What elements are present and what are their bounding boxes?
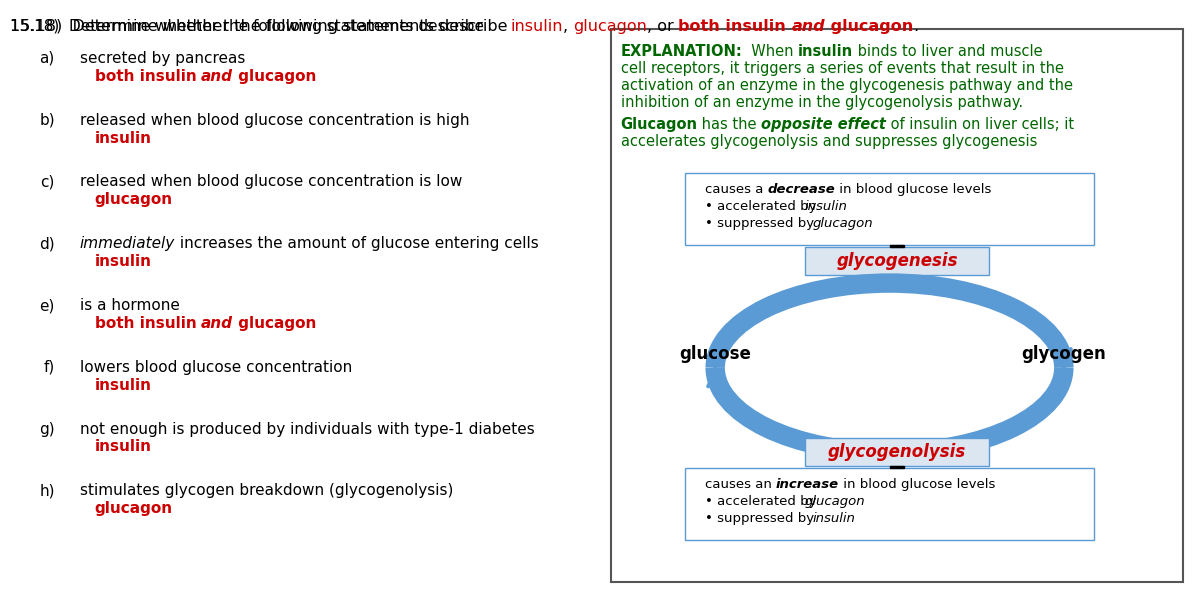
Text: glucagon: glucagon	[824, 19, 913, 34]
Text: increase: increase	[776, 478, 839, 491]
Text: secreted by pancreas: secreted by pancreas	[79, 51, 245, 66]
Text: glycogenesis: glycogenesis	[836, 252, 958, 270]
Text: EXPLANATION:: EXPLANATION:	[620, 44, 743, 59]
Text: • suppressed by: • suppressed by	[706, 512, 818, 525]
Text: .: .	[913, 19, 918, 34]
Text: stimulates glycogen breakdown (glycogenolysis): stimulates glycogen breakdown (glycogeno…	[79, 484, 454, 498]
Bar	[685, 174, 1093, 245]
Text: • accelerated by: • accelerated by	[706, 201, 821, 213]
Bar	[890, 245, 904, 247]
Text: activation of an enzyme in the glycogenesis pathway and the: activation of an enzyme in the glycogene…	[620, 78, 1073, 93]
Bar	[890, 466, 904, 468]
Text: glycogenolysis: glycogenolysis	[828, 444, 966, 461]
Text: lowers blood glucose concentration: lowers blood glucose concentration	[79, 360, 352, 375]
Text: released when blood glucose concentration is low: released when blood glucose concentratio…	[79, 174, 462, 189]
Text: is a hormone: is a hormone	[79, 298, 180, 313]
Text: 15.18)  Determine whether the following statements describe: 15.18) Determine whether the following s…	[10, 19, 488, 34]
Text: and: and	[202, 69, 233, 84]
Text: a): a)	[40, 51, 55, 66]
Text: inhibition of an enzyme in the glycogenolysis pathway.: inhibition of an enzyme in the glycogeno…	[620, 95, 1022, 110]
Text: decrease: decrease	[768, 183, 835, 196]
Text: in blood glucose levels: in blood glucose levels	[839, 478, 995, 491]
Text: c): c)	[41, 174, 55, 189]
Text: both insulin: both insulin	[95, 69, 202, 84]
Text: h): h)	[40, 484, 55, 498]
Text: cell receptors, it triggers a series of events that result in the: cell receptors, it triggers a series of …	[620, 61, 1063, 76]
Text: glucagon: glucagon	[574, 19, 647, 34]
Text: insulin: insulin	[95, 131, 151, 146]
Text: both insulin: both insulin	[95, 316, 202, 331]
Text: • accelerated by: • accelerated by	[706, 496, 821, 508]
Text: has the: has the	[697, 117, 761, 132]
Text: and: and	[791, 19, 826, 34]
Text: glucagon: glucagon	[805, 496, 865, 508]
Bar	[685, 468, 1093, 540]
Text: released when blood glucose concentration is high: released when blood glucose concentratio…	[79, 113, 469, 128]
Text: both insulin: both insulin	[678, 19, 792, 34]
Text: glucagon: glucagon	[812, 217, 874, 230]
Text: glucose: glucose	[679, 344, 751, 363]
Text: insulin: insulin	[95, 378, 151, 393]
Text: causes an: causes an	[706, 478, 776, 491]
Text: and: and	[202, 316, 233, 331]
Text: g): g)	[40, 421, 55, 436]
Text: b): b)	[40, 113, 55, 128]
Bar	[611, 29, 1183, 582]
Text: increases the amount of glucose entering cells: increases the amount of glucose entering…	[174, 236, 539, 251]
Text: f): f)	[43, 360, 55, 375]
Bar	[805, 247, 989, 275]
Text: d): d)	[40, 236, 55, 251]
Text: insulin: insulin	[798, 44, 853, 59]
Text: of insulin on liver cells; it: of insulin on liver cells; it	[886, 117, 1074, 132]
Text: Glucagon: Glucagon	[620, 117, 697, 132]
Text: insulin: insulin	[812, 512, 856, 525]
Text: ,: ,	[563, 19, 574, 34]
Text: glucagon: glucagon	[95, 192, 173, 207]
Text: , or: , or	[647, 19, 678, 34]
Text: accelerates glycogenolysis and suppresses glycogenesis: accelerates glycogenolysis and suppresse…	[620, 134, 1037, 149]
Text: • suppressed by: • suppressed by	[706, 217, 818, 230]
Text: When: When	[742, 44, 798, 59]
Text: glucagon: glucagon	[95, 501, 173, 516]
Text: insulin: insulin	[95, 439, 151, 454]
Text: binds to liver and muscle: binds to liver and muscle	[853, 44, 1043, 59]
Bar	[805, 438, 989, 466]
Text: opposite effect: opposite effect	[761, 117, 886, 132]
Text: insulin: insulin	[95, 254, 151, 269]
Text: immediately: immediately	[79, 236, 175, 251]
Text: in blood glucose levels: in blood glucose levels	[835, 183, 991, 196]
Text: glucagon: glucagon	[233, 316, 317, 331]
Text: glycogen: glycogen	[1021, 344, 1106, 363]
Text: 15.18)  Determine whether the following statements describe: 15.18) Determine whether the following s…	[10, 19, 512, 34]
Text: causes a: causes a	[706, 183, 768, 196]
Text: insulin: insulin	[805, 201, 847, 213]
Text: insulin: insulin	[511, 19, 563, 34]
Text: e): e)	[40, 298, 55, 313]
Text: not enough is produced by individuals with type-1 diabetes: not enough is produced by individuals wi…	[79, 421, 534, 436]
Text: glucagon: glucagon	[233, 69, 317, 84]
